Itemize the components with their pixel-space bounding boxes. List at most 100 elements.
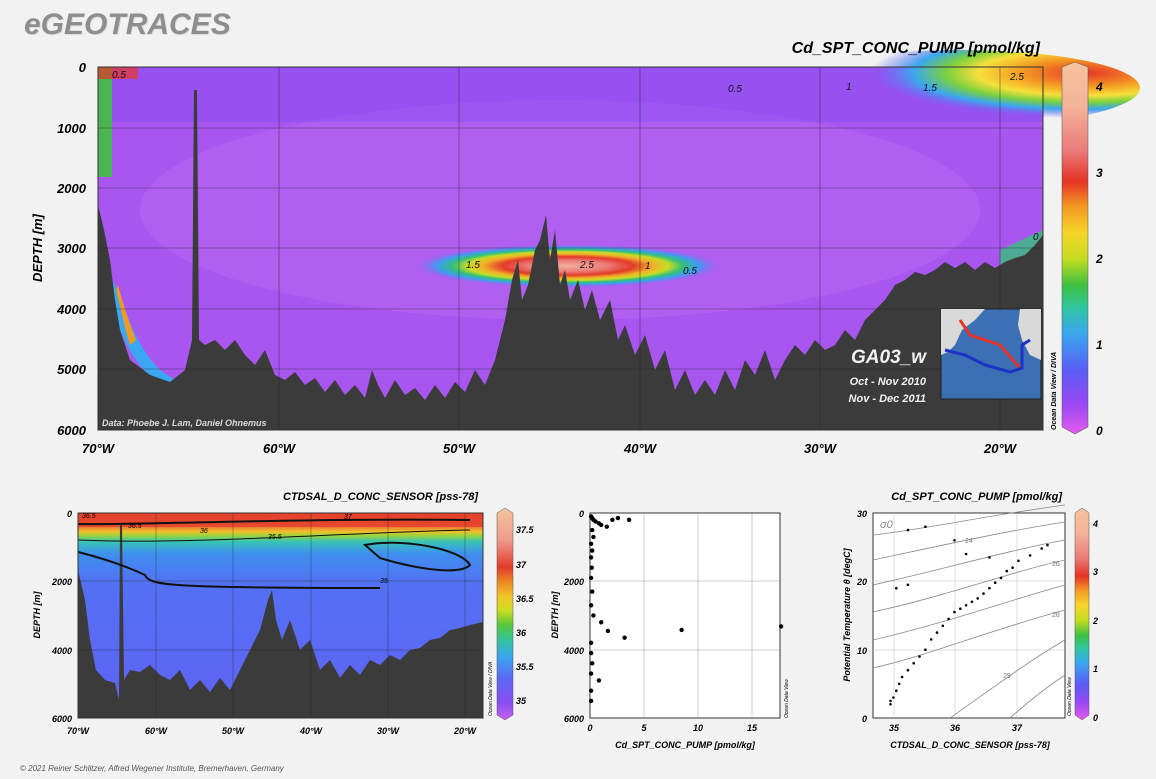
scatter-point (964, 604, 968, 607)
sal-contour-37 (77, 518, 471, 526)
data-credit: Data: Phoebe J. Lam, Daniel Ohnemus (102, 418, 267, 428)
colorbar-tick: 2 (1095, 252, 1103, 266)
colorbar-tick: 4 (1095, 80, 1103, 94)
profile-ylabel: DEPTH [m] (550, 590, 560, 638)
scatter-point (959, 607, 962, 610)
salinity-title: CTDSAL_D_CONC_SENSOR [pss-78] (283, 491, 478, 503)
inset-map (940, 308, 1042, 400)
ts-colorbar-tick: 2 (1092, 616, 1098, 626)
main-contour-labels: 0.5 0.5 1 1.5 2.5 1.5 2.5 1 0.5 0 (112, 70, 1039, 277)
main-title: Cd_SPT_CONC_PUMP [pmol/kg] (792, 40, 1041, 57)
scatter-point (622, 635, 627, 640)
scatter-point (964, 552, 968, 556)
contour-label: 2.5 (579, 260, 594, 271)
main-xtick: 20°W (983, 441, 1018, 456)
scatter-point (591, 534, 596, 540)
inset-map-track-red (958, 319, 1022, 369)
sal-colorbar-tick: 37 (516, 560, 527, 570)
scatter-point (924, 525, 927, 528)
scatter-point (912, 662, 915, 665)
scatter-point (895, 586, 898, 590)
ts-sigma-label: σ0 (880, 519, 894, 531)
sal-contour-label: 35 (380, 578, 388, 585)
contour-label: 1 (846, 82, 852, 93)
scatter-point (1005, 569, 1009, 573)
ts-colorbar-tick: 0 (1093, 713, 1098, 723)
scatter-point (924, 648, 927, 651)
ts-ytick: 0 (862, 714, 867, 724)
profile-xtick: 15 (747, 723, 758, 733)
ts-isopycnal-labels: 24 26 28 29 (965, 538, 1060, 680)
hydrothermal-plume (413, 244, 723, 288)
main-xtick: 70°W (82, 441, 116, 456)
scatter-point (889, 699, 892, 703)
sal-contour-label: 37 (344, 514, 353, 521)
ts-plot (872, 504, 1066, 719)
scatter-point (906, 528, 910, 532)
main-section-plot (97, 50, 1140, 431)
scatter-point (918, 655, 921, 658)
scatter-point (590, 661, 595, 666)
sal-xtick: 40°W (299, 726, 324, 736)
surface-maximum (780, 50, 1140, 126)
contour-label: 0.5 (112, 70, 126, 81)
inset-map-land-americas (941, 309, 985, 355)
ts-points (889, 525, 1049, 706)
colorbar-tick: 0 (1096, 424, 1103, 438)
scatter-point (976, 597, 979, 600)
sal-colorbar-ticks: 37.5 37 36.5 36 35.5 35 (516, 525, 535, 706)
scatter-point (1017, 559, 1020, 563)
ts-xtick: 35 (889, 723, 900, 733)
profile-x-ticks: 0 5 10 15 (587, 723, 758, 733)
salinity-section-plot (77, 512, 484, 719)
scatter-point (590, 589, 595, 594)
sal-contour-35b (362, 541, 472, 572)
scatter-point (953, 539, 956, 542)
sal-contour-label: 36.5 (82, 513, 96, 520)
sal-contour-35 (77, 551, 381, 589)
colorbar-tick: 3 (1096, 166, 1103, 180)
profile-xlabel: Cd_SPT_CONC_PUMP [pmol/kg] (615, 740, 756, 750)
scatter-point (993, 581, 997, 584)
brand-logo: eGEOTRACES (24, 8, 231, 41)
scatter-point (589, 565, 594, 570)
main-plot-frame (97, 66, 1044, 431)
isopycnal-label: 29 (1003, 673, 1011, 680)
sal-colorbar-tick: 37.5 (516, 525, 535, 535)
ts-colorbar-tick: 1 (1093, 664, 1098, 674)
scatter-point (590, 527, 595, 533)
ts-colorbar-ticks: 4 3 2 1 0 (1092, 519, 1098, 723)
coastal-surface-max (98, 67, 138, 79)
ts-grid (873, 513, 1065, 718)
scatter-point (892, 696, 895, 699)
scatter-point (599, 522, 604, 528)
main-x-ticks: 70°W 60°W 50°W 40°W 30°W 20°W (82, 441, 1018, 456)
contour-label: 0.5 (683, 266, 697, 277)
profile-grid (590, 513, 780, 718)
sal-colorbar-label: Ocean Data View / DIVA (488, 661, 494, 716)
scatter-point (897, 682, 901, 686)
ts-colorbar-tick: 4 (1092, 519, 1098, 529)
salinity-grid (78, 513, 483, 718)
scatter-point (1040, 547, 1043, 550)
scatter-point (895, 689, 898, 692)
sal-xtick: 70°W (67, 726, 91, 736)
cruise-label: GA03_w (851, 347, 927, 368)
salinity-x-ticks: 70°W 60°W 50°W 40°W 30°W 20°W (67, 726, 478, 736)
sal-xtick: 60°W (145, 726, 169, 736)
sal-ytick: 2000 (51, 577, 72, 587)
colorbar-tick: 1 (1096, 338, 1103, 352)
sal-ytick: 0 (67, 509, 72, 519)
scatter-point (588, 541, 594, 546)
scatter-point (1046, 543, 1049, 547)
scatter-point (906, 668, 910, 672)
main-colorbar-ticks: 4 3 2 1 0 (1095, 80, 1103, 438)
ts-isopycnals (872, 504, 1066, 719)
contour-label: 1 (645, 261, 651, 272)
scatter-point (953, 610, 956, 614)
scatter-point (778, 624, 784, 629)
ts-plot-frame (872, 512, 1066, 719)
main-xtick: 50°W (443, 441, 477, 456)
sal-contour-label: 36.5 (128, 523, 142, 530)
main-ytick: 4000 (56, 302, 87, 317)
